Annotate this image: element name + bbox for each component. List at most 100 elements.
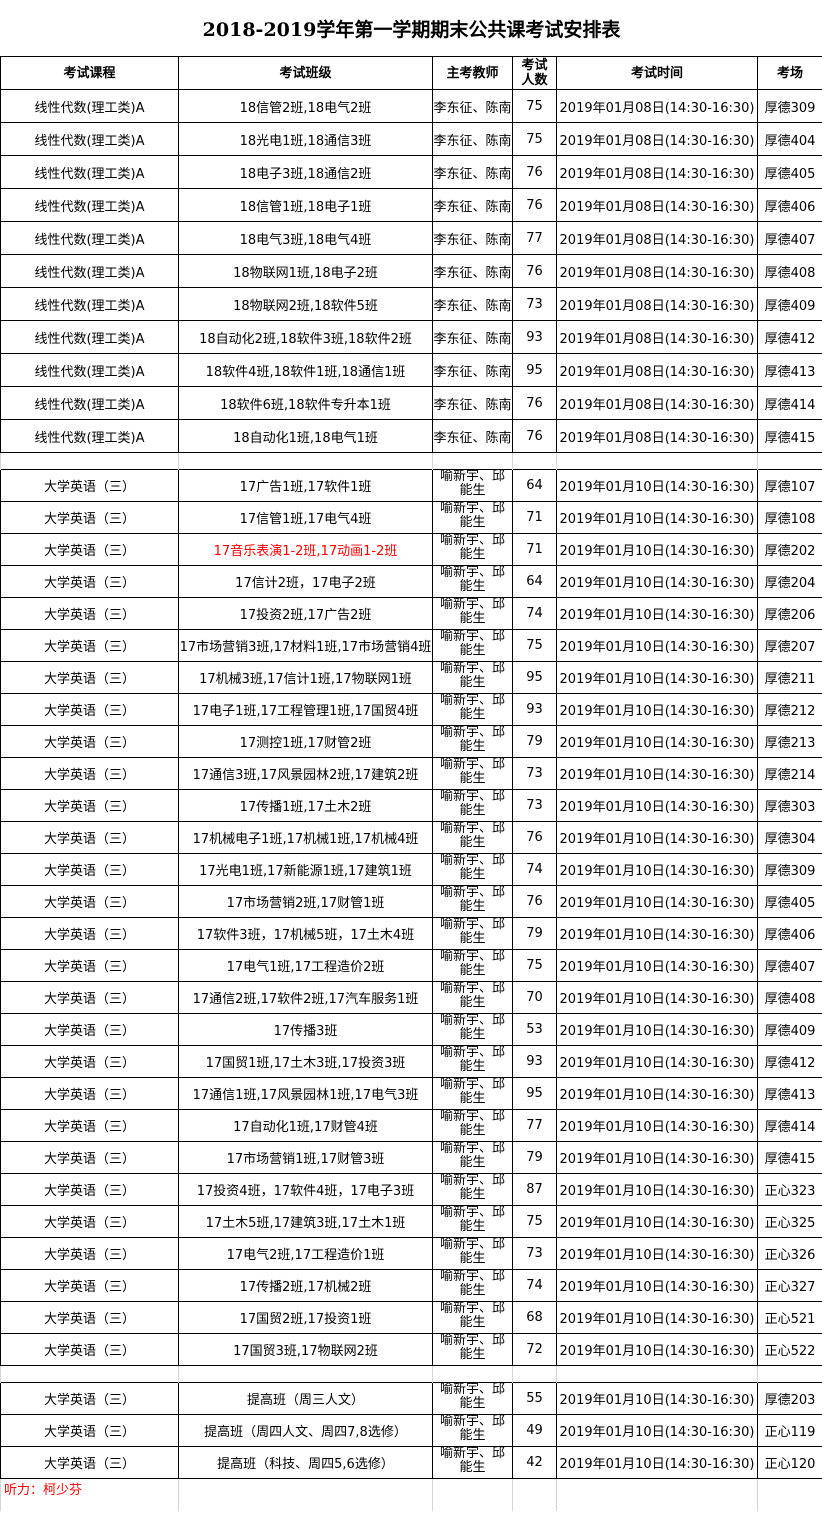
cell-classes: 18物联网2班,18软件5班 xyxy=(178,287,433,321)
cell-time: 2019年01月10日(14:30-16:30) xyxy=(556,469,758,502)
cell-count: 76 xyxy=(512,188,557,222)
cell-classes: 17信计2班，17电子2班 xyxy=(178,565,433,598)
table-row: 大学英语（三） 17自动化1班,17财管4班 喻新宇、邱能生 77 2019年01月10… xyxy=(0,1109,822,1142)
cell-room: 正心325 xyxy=(757,1205,822,1238)
cell-room: 正心323 xyxy=(757,1173,822,1206)
cell-teacher: 喻新宇、邱能生 xyxy=(432,821,513,854)
cell-course: 大学英语（三） xyxy=(0,501,179,534)
empty-cell xyxy=(178,1365,433,1383)
cell-count: 49 xyxy=(512,1414,557,1447)
cell-room: 厚德414 xyxy=(757,1109,822,1142)
table-row: 线性代数(理工类)A 18自动化2班,18软件3班,18软件2班 李东征、陈南 93 2… xyxy=(0,320,822,354)
cell-count: 68 xyxy=(512,1301,557,1334)
table-row: 线性代数(理工类)A 18光电1班,18通信3班 李东征、陈南 75 2019年01月0… xyxy=(0,122,822,156)
cell-count: 73 xyxy=(512,789,557,822)
empty-cell xyxy=(0,452,179,470)
cell-teacher: 喻新宇、邱能生 xyxy=(432,757,513,790)
cell-course: 线性代数(理工类)A xyxy=(0,188,179,222)
cell-time: 2019年01月10日(14:30-16:30) xyxy=(556,853,758,886)
cell-teacher: 喻新宇、邱能生 xyxy=(432,885,513,918)
table-row: 大学英语（三） 提高班（科技、周四5,6选修） 喻新宇、邱能生 42 2019年01月1… xyxy=(0,1446,822,1479)
cell-count: 72 xyxy=(512,1333,557,1366)
cell-room: 厚德407 xyxy=(757,221,822,255)
cell-course: 线性代数(理工类)A xyxy=(0,254,179,288)
cell-time: 2019年01月10日(14:30-16:30) xyxy=(556,1141,758,1174)
cell-course: 大学英语（三） xyxy=(0,533,179,566)
cell-time: 2019年01月08日(14:30-16:30) xyxy=(556,188,758,222)
cell-teacher: 喻新宇、邱能生 xyxy=(432,501,513,534)
cell-time: 2019年01月08日(14:30-16:30) xyxy=(556,353,758,387)
cell-classes: 17电气1班,17工程造价2班 xyxy=(178,949,433,982)
cell-room: 厚德412 xyxy=(757,320,822,354)
cell-count: 95 xyxy=(512,1077,557,1110)
cell-classes: 17市场营销1班,17财管3班 xyxy=(178,1141,433,1174)
table-row: 大学英语（三） 17传播3班 喻新宇、邱能生 53 2019年01月10日(14:30-… xyxy=(0,1013,822,1046)
cell-room: 厚德202 xyxy=(757,533,822,566)
cell-teacher: 喻新宇、邱能生 xyxy=(432,1382,513,1415)
cell-count: 53 xyxy=(512,1013,557,1046)
cell-classes: 17电气2班,17工程造价1班 xyxy=(178,1237,433,1270)
cell-time: 2019年01月10日(14:30-16:30) xyxy=(556,1205,758,1238)
cell-classes: 17音乐表演1-2班,17动画1-2班 xyxy=(178,533,433,566)
table-row: 大学英语（三） 17软件3班，17机械5班，17土木4班 喻新宇、邱能生 79 2019… xyxy=(0,917,822,950)
table-row: 大学英语（三） 提高班（周三人文） 喻新宇、邱能生 55 2019年01月10日(14:… xyxy=(0,1382,822,1415)
cell-teacher: 喻新宇、邱能生 xyxy=(432,1237,513,1270)
header-course: 考试课程 xyxy=(0,56,179,90)
cell-teacher: 喻新宇、邱能生 xyxy=(432,565,513,598)
table-row: 线性代数(理工类)A 18物联网2班,18软件5班 李东征、陈南 73 2019年01月… xyxy=(0,287,822,321)
cell-course: 大学英语（三） xyxy=(0,757,179,790)
table-row: 大学英语（三） 17国贸2班,17投资1班 喻新宇、邱能生 68 2019年01月10日… xyxy=(0,1301,822,1334)
cell-teacher: 喻新宇、邱能生 xyxy=(432,1141,513,1174)
table-row: 大学英语（三） 17电气1班,17工程造价2班 喻新宇、邱能生 75 2019年01月1… xyxy=(0,949,822,982)
cell-time: 2019年01月10日(14:30-16:30) xyxy=(556,725,758,758)
cell-classes: 17电子1班,17工程管理1班,17国贸4班 xyxy=(178,693,433,726)
cell-classes: 17传播1班,17土木2班 xyxy=(178,789,433,822)
cell-course: 线性代数(理工类)A xyxy=(0,287,179,321)
cell-room: 厚德415 xyxy=(757,1141,822,1174)
cell-course: 大学英语（三） xyxy=(0,1013,179,1046)
cell-teacher: 李东征、陈南 xyxy=(432,287,513,321)
cell-room: 厚德204 xyxy=(757,565,822,598)
cell-count: 74 xyxy=(512,1269,557,1302)
header-time: 考试时间 xyxy=(556,56,758,90)
header-room: 考场 xyxy=(757,56,822,90)
cell-classes: 18电气3班,18电气4班 xyxy=(178,221,433,255)
cell-classes: 17通信3班,17风景园林2班,17建筑2班 xyxy=(178,757,433,790)
cell-room: 厚德207 xyxy=(757,629,822,662)
cell-course: 大学英语（三） xyxy=(0,597,179,630)
cell-time: 2019年01月08日(14:30-16:30) xyxy=(556,320,758,354)
cell-time: 2019年01月10日(14:30-16:30) xyxy=(556,757,758,790)
cell-classes: 18信管2班,18电气2班 xyxy=(178,89,433,123)
cell-teacher: 喻新宇、邱能生 xyxy=(432,1173,513,1206)
empty-cell xyxy=(432,452,513,470)
cell-time: 2019年01月10日(14:30-16:30) xyxy=(556,949,758,982)
cell-classes: 17广告1班,17软件1班 xyxy=(178,469,433,502)
cell-count: 93 xyxy=(512,693,557,726)
table-row: 大学英语（三） 17机械电子1班,17机械1班,17机械4班 喻新宇、邱能生 76 20… xyxy=(0,821,822,854)
cell-count: 64 xyxy=(512,565,557,598)
cell-room: 厚德413 xyxy=(757,1077,822,1110)
table-row: 大学英语（三） 17通信2班,17软件2班,17汽车服务1班 喻新宇、邱能生 70 20… xyxy=(0,981,822,1014)
cell-teacher: 喻新宇、邱能生 xyxy=(432,1109,513,1142)
table-row: 大学英语（三） 17音乐表演1-2班,17动画1-2班 喻新宇、邱能生 71 2019年… xyxy=(0,533,822,566)
empty-cell xyxy=(0,1365,179,1383)
cell-teacher: 李东征、陈南 xyxy=(432,254,513,288)
cell-count: 75 xyxy=(512,122,557,156)
table-row: 大学英语（三） 17市场营销2班,17财管1班 喻新宇、邱能生 76 2019年01月1… xyxy=(0,885,822,918)
cell-course: 线性代数(理工类)A xyxy=(0,89,179,123)
cell-count: 95 xyxy=(512,353,557,387)
cell-course: 大学英语（三） xyxy=(0,821,179,854)
cell-classes: 18自动化1班,18电气1班 xyxy=(178,419,433,453)
cell-teacher: 喻新宇、邱能生 xyxy=(432,693,513,726)
cell-time: 2019年01月10日(14:30-16:30) xyxy=(556,1045,758,1078)
cell-teacher: 喻新宇、邱能生 xyxy=(432,853,513,886)
cell-classes: 17通信1班,17风景园林1班,17电气3班 xyxy=(178,1077,433,1110)
cell-teacher: 喻新宇、邱能生 xyxy=(432,917,513,950)
cell-count: 74 xyxy=(512,853,557,886)
cell-course: 线性代数(理工类)A xyxy=(0,122,179,156)
cell-course: 大学英语（三） xyxy=(0,565,179,598)
cell-count: 73 xyxy=(512,757,557,790)
cell-teacher: 喻新宇、邱能生 xyxy=(432,1205,513,1238)
empty-cell xyxy=(512,452,557,470)
cell-classes: 17测控1班,17财管2班 xyxy=(178,725,433,758)
